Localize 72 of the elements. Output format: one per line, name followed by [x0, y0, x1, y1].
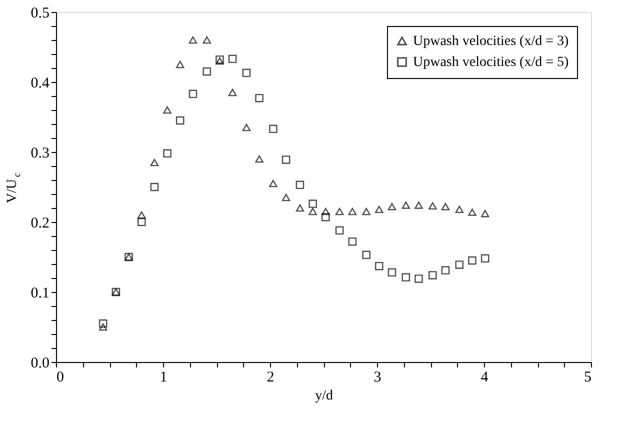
- point: [296, 204, 304, 212]
- point: [163, 149, 172, 158]
- point: [441, 202, 450, 210]
- point: [242, 68, 251, 78]
- point: [228, 88, 237, 96]
- point: [375, 262, 384, 270]
- point: [362, 250, 370, 260]
- point: [216, 55, 224, 64]
- legend-label: Upwash velocities (x/d = 3): [413, 34, 569, 49]
- point: [375, 206, 384, 214]
- y-axis-title: V/Uc: [5, 172, 23, 204]
- point: [255, 94, 264, 102]
- y-tick-label: 0.0: [30, 356, 50, 372]
- y-tick-label: 0.1: [30, 286, 50, 302]
- point: [296, 180, 304, 190]
- y-tick-label: 0.5: [30, 6, 50, 22]
- point: [98, 323, 108, 331]
- point: [480, 254, 490, 263]
- x-axis-title: y/d: [315, 388, 333, 404]
- x-tick-label: 0: [56, 370, 64, 386]
- point: [98, 319, 108, 328]
- y-tick-label: 0.3: [30, 146, 50, 162]
- point: [441, 266, 450, 274]
- point: [468, 208, 476, 216]
- point: [308, 200, 317, 208]
- point: [308, 208, 317, 216]
- point: [402, 202, 410, 209]
- y-tick-label: 0.2: [30, 216, 50, 232]
- point: [335, 208, 344, 216]
- point: [428, 271, 437, 280]
- point: [202, 36, 212, 44]
- point: [402, 273, 410, 282]
- point: [150, 182, 159, 192]
- point: [216, 57, 224, 65]
- point: [188, 90, 198, 98]
- point: [282, 156, 290, 164]
- point: [163, 106, 172, 114]
- point: [137, 211, 146, 219]
- x-tick-label: 2: [266, 370, 274, 386]
- x-tick-label: 1: [160, 370, 168, 386]
- point: [228, 54, 237, 64]
- point: [480, 210, 490, 218]
- x-tick-label: 5: [584, 370, 592, 386]
- point: [455, 260, 464, 269]
- x-tick-label: 4: [480, 370, 489, 386]
- legend-label: Upwash velocities (x/d = 5): [413, 55, 569, 70]
- point: [242, 124, 251, 132]
- x-tick-label: 3: [374, 370, 382, 386]
- point: [348, 237, 357, 246]
- point: [282, 194, 290, 202]
- point: [362, 208, 370, 216]
- point: [335, 226, 344, 235]
- point: [269, 124, 278, 134]
- point: [322, 212, 330, 222]
- point: [137, 218, 146, 226]
- point: [269, 180, 278, 188]
- point: [414, 274, 423, 283]
- point: [150, 158, 159, 166]
- point: [255, 155, 264, 163]
- point: [455, 206, 464, 214]
- point: [388, 268, 396, 277]
- point: [176, 116, 184, 125]
- point: [202, 67, 212, 76]
- point: [348, 208, 357, 216]
- point: [468, 256, 476, 265]
- point: [414, 202, 423, 209]
- point: [388, 202, 396, 210]
- point: [188, 36, 198, 44]
- point: [428, 202, 437, 210]
- point: [176, 60, 184, 68]
- y-tick-label: 0.4: [30, 76, 50, 92]
- point: [322, 208, 330, 216]
